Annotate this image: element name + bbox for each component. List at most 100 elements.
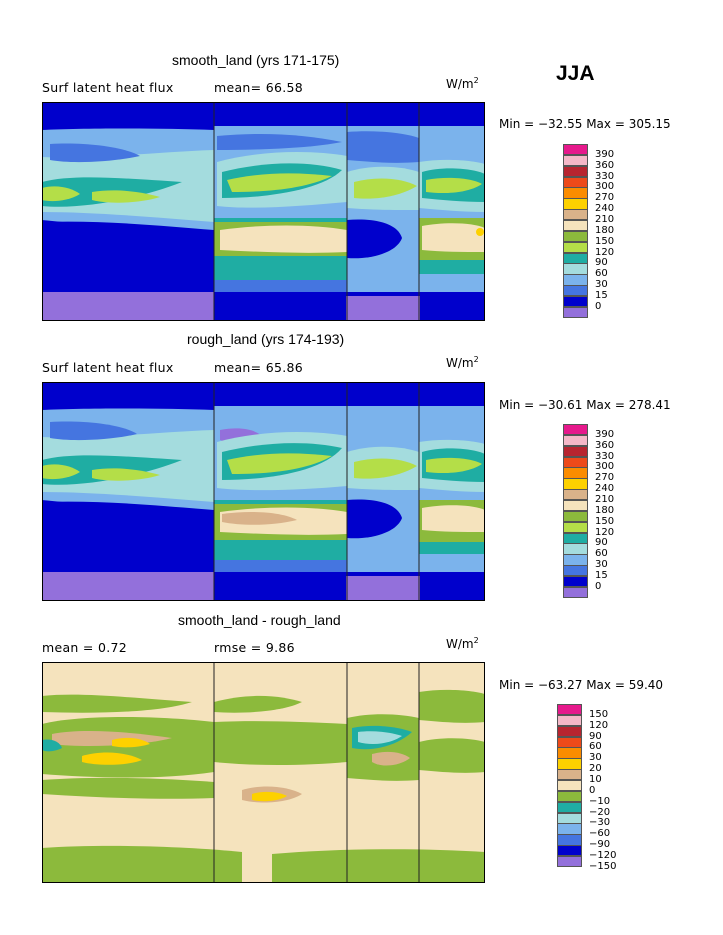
- colorbar-tick-label: 60: [595, 548, 608, 560]
- colorbar-tick-label: 360: [595, 159, 615, 171]
- colorbar-swatch: [563, 510, 588, 523]
- colorbar-tick-label: 90: [595, 257, 608, 269]
- colorbar-swatch: [563, 521, 588, 533]
- colorbar-swatch: [563, 445, 588, 458]
- colorbar-tick-label: 330: [595, 450, 615, 462]
- colorbar-tick-label: −30: [589, 817, 611, 829]
- colorbar-swatch: [557, 704, 582, 716]
- panel3-mean-label: mean = 0.72: [42, 640, 128, 655]
- colorbar-tick-label: 330: [595, 170, 615, 182]
- panel3-rmse-label: rmse = 9.86: [214, 640, 295, 655]
- colorbar-tick-label: 120: [595, 246, 615, 258]
- colorbar-swatch: [563, 219, 588, 232]
- colorbar-tick-label: 210: [595, 213, 615, 225]
- panel2-map: [42, 382, 485, 601]
- colorbar-tick-label: −10: [589, 795, 611, 807]
- colorbar-swatch: [557, 834, 582, 846]
- colorbar-tick-label: 30: [595, 279, 608, 291]
- colorbar-swatch: [557, 714, 582, 727]
- colorbar-swatch: [557, 747, 582, 759]
- colorbar-swatch: [563, 586, 588, 599]
- colorbar-swatch: [563, 499, 588, 512]
- panel3-units: W/m2: [446, 636, 479, 651]
- colorbar-tick-label: −90: [589, 839, 611, 851]
- colorbar-swatch: [563, 306, 588, 319]
- colorbar-tick-label: 10: [589, 773, 602, 785]
- colorbar-tick-label: −60: [589, 828, 611, 840]
- colorbar-swatch: [557, 845, 582, 857]
- colorbar-swatch: [563, 489, 588, 501]
- colorbar-tick-label: 360: [595, 439, 615, 451]
- colorbar-swatch: [557, 725, 582, 738]
- colorbar-swatch: [563, 274, 588, 286]
- colorbar-swatch: [563, 154, 588, 167]
- colorbar-swatch: [563, 575, 588, 588]
- colorbar-swatch: [563, 252, 588, 264]
- colorbar-tick-label: 240: [595, 203, 615, 215]
- colorbar-tick-label: 30: [595, 559, 608, 571]
- colorbar-tick-label: 180: [595, 504, 615, 516]
- panel3-minmax: Min = −63.27 Max = 59.40: [499, 678, 664, 692]
- colorbar-swatch: [563, 554, 588, 566]
- panel1-map: [42, 102, 485, 321]
- panel1-variable-label: Surf latent heat flux: [42, 80, 174, 95]
- colorbar-tick-label: 120: [589, 719, 609, 731]
- colorbar-tick-label: −20: [589, 806, 611, 818]
- colorbar-swatch: [557, 769, 582, 781]
- colorbar-swatch: [557, 779, 582, 792]
- colorbar-swatch: [557, 855, 582, 868]
- colorbar-tick-label: 210: [595, 493, 615, 505]
- colorbar-swatch: [557, 823, 582, 835]
- colorbar-swatch: [563, 230, 588, 243]
- colorbar-tick-label: 150: [595, 235, 615, 247]
- colorbar-tick-label: 180: [595, 224, 615, 236]
- colorbar-swatch: [557, 758, 582, 770]
- colorbar-tick-label: 270: [595, 192, 615, 204]
- colorbar-tick-label: 60: [589, 741, 602, 753]
- colorbar-tick-label: 15: [595, 569, 608, 581]
- colorbar-tick-label: 60: [595, 268, 608, 280]
- panel3-map: [42, 662, 485, 883]
- colorbar-tick-label: 150: [595, 515, 615, 527]
- season-label: JJA: [556, 62, 595, 85]
- colorbar-tick-label: 120: [595, 526, 615, 538]
- colorbar-swatch: [563, 424, 588, 436]
- colorbar-swatch: [563, 456, 588, 468]
- colorbar-swatch: [557, 736, 582, 748]
- colorbar-tick-label: 270: [595, 472, 615, 484]
- colorbar-swatch: [563, 543, 588, 555]
- colorbar-swatch: [563, 434, 588, 447]
- panel2-mean-label: mean= 65.86: [214, 360, 303, 375]
- panel2-minmax: Min = −30.61 Max = 278.41: [499, 398, 671, 412]
- colorbar-swatch: [563, 295, 588, 308]
- colorbar-swatch: [557, 801, 582, 813]
- colorbar-tick-label: 0: [589, 784, 596, 796]
- colorbar-swatch: [563, 144, 588, 156]
- colorbar-tick-label: 90: [589, 730, 602, 742]
- colorbar-tick-label: 300: [595, 181, 615, 193]
- colorbar-swatch: [563, 285, 588, 297]
- colorbar-swatch: [563, 565, 588, 577]
- colorbar-tick-label: 30: [589, 752, 602, 764]
- panel2-title: rough_land (yrs 174-193): [187, 331, 345, 347]
- colorbar-tick-label: 15: [595, 289, 608, 301]
- panel1-minmax: Min = −32.55 Max = 305.15: [499, 117, 671, 131]
- colorbar-swatch: [563, 263, 588, 275]
- colorbar-swatch: [557, 812, 582, 824]
- colorbar-swatch: [563, 532, 588, 544]
- colorbar-tick-label: 90: [595, 537, 608, 549]
- colorbar-swatch: [563, 187, 588, 199]
- panel1-mean-label: mean= 66.58: [214, 80, 303, 95]
- colorbar-swatch: [563, 165, 588, 178]
- colorbar-tick-label: 240: [595, 483, 615, 495]
- colorbar-swatch: [563, 198, 588, 210]
- panel2-units: W/m2: [446, 355, 479, 370]
- colorbar-tick-label: 390: [595, 148, 615, 160]
- colorbar-swatch: [563, 241, 588, 253]
- panel2-variable-label: Surf latent heat flux: [42, 360, 174, 375]
- panel1-title: smooth_land (yrs 171-175): [172, 52, 340, 68]
- colorbar-tick-label: 150: [589, 708, 609, 720]
- colorbar-swatch: [563, 176, 588, 188]
- colorbar-tick-label: 300: [595, 461, 615, 473]
- colorbar-swatch: [563, 478, 588, 490]
